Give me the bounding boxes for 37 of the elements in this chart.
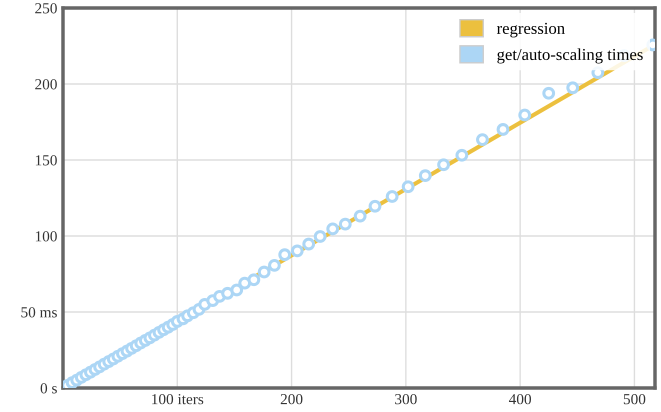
point (258, 266, 271, 278)
x-tick-label: 500 (624, 394, 646, 404)
point (247, 273, 260, 286)
point (238, 276, 252, 290)
point (386, 190, 399, 203)
point (542, 86, 556, 100)
point (302, 238, 316, 250)
point (354, 210, 367, 222)
point (230, 284, 244, 296)
x-tick-label: 100 iters (152, 394, 204, 404)
x-tick-label: 200 (280, 394, 302, 404)
point (290, 244, 304, 258)
y-tick-label: 250 (35, 3, 57, 14)
point (455, 148, 468, 162)
point (278, 248, 292, 262)
point (476, 133, 489, 146)
point (418, 169, 432, 182)
y-tick-label: 0 s (40, 383, 57, 394)
point (221, 286, 234, 300)
point (368, 200, 382, 213)
point (518, 108, 532, 122)
point (566, 81, 580, 94)
x-tick-label: 400 (508, 394, 532, 404)
y-tick-label: 50 ms (21, 307, 57, 318)
legend-label: regression (496, 22, 565, 38)
point (338, 218, 352, 231)
point (437, 158, 450, 172)
legend-label: get/auto-scaling times (497, 48, 643, 64)
x-tick-label: 300 (395, 394, 417, 404)
point (496, 123, 510, 136)
y-tick-label: 100 (36, 231, 57, 242)
y-tick-label: 150 (36, 155, 57, 166)
point (326, 222, 340, 236)
point (314, 230, 327, 243)
point (268, 258, 281, 272)
y-tick-label: 200 (35, 79, 57, 90)
point (402, 180, 415, 194)
